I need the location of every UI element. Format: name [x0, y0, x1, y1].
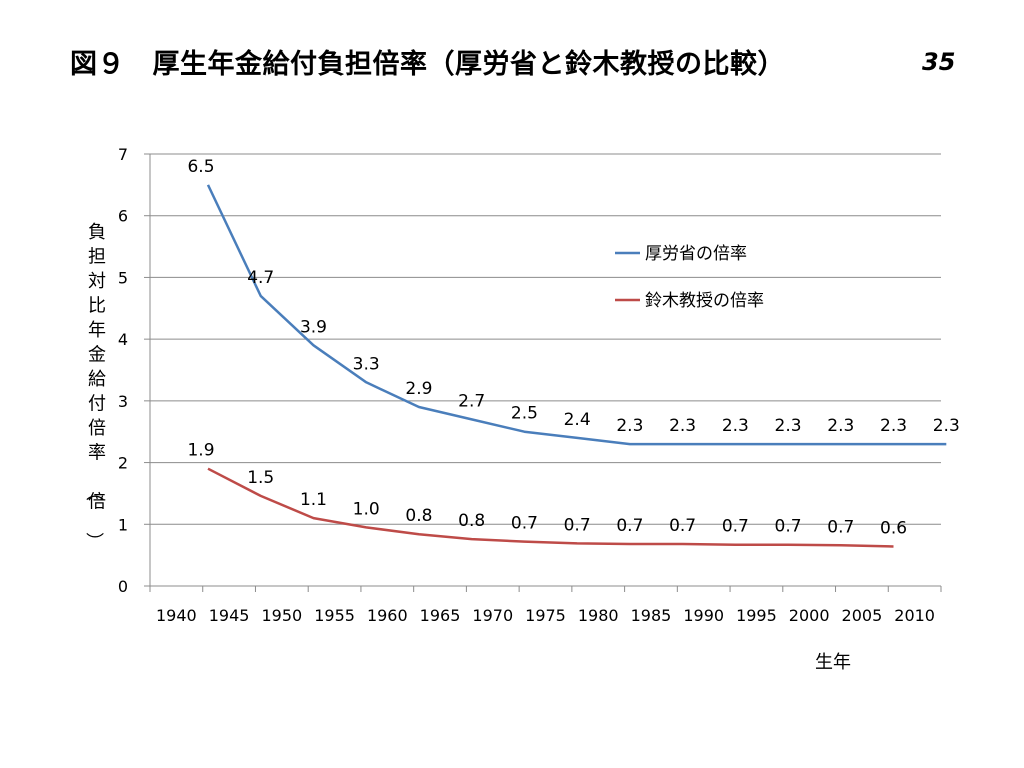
y-tick-label: 5: [118, 268, 128, 287]
data-label: 2.3: [775, 416, 802, 436]
data-label: 2.3: [669, 416, 696, 436]
y-tick-label: 6: [118, 207, 128, 226]
data-label: 2.4: [564, 410, 591, 430]
data-label: 2.3: [880, 416, 907, 436]
gridlines: [150, 153, 941, 525]
x-tick-label: 2000: [789, 606, 830, 625]
data-label: 2.3: [616, 416, 643, 436]
y-tick-label: 3: [118, 392, 128, 411]
data-label: 0.8: [405, 506, 432, 526]
x-tick-label: 1955: [314, 606, 355, 625]
data-label: 2.3: [933, 416, 960, 436]
y-tick-label: 2: [118, 454, 128, 473]
legend-label-1: 厚労省の倍率: [645, 244, 747, 264]
data-label: 2.9: [405, 379, 432, 399]
y-tick-label: 1: [118, 515, 128, 534]
x-tick-label: 2005: [842, 606, 883, 625]
y-tick-label: 4: [118, 330, 128, 349]
x-tick-label: 1965: [420, 606, 461, 625]
series-lines: [206, 184, 947, 548]
data-label: 2.3: [722, 416, 749, 436]
x-tick-label: 1990: [683, 606, 724, 625]
series-line-1: [206, 184, 947, 446]
y-axis-title: 負担対比年金給付倍率（倍）: [83, 222, 106, 550]
data-label: 0.7: [564, 515, 591, 535]
series-line-2: [207, 467, 894, 548]
data-label: 0.7: [722, 517, 749, 537]
data-label: 6.5: [187, 157, 214, 177]
data-label: 3.3: [353, 354, 380, 374]
data-labels: 6.5 4.7 3.9 3.3 2.9 2.7 2.5 2.4 2.3 2.3 2.3 2.3 2.3 2…: [187, 157, 959, 539]
data-label: 1.9: [187, 441, 214, 461]
x-tick-label: 1945: [209, 606, 250, 625]
x-tick-label: 1970: [472, 606, 513, 625]
x-axis-title: 生年: [815, 652, 851, 673]
data-label: 1.0: [353, 499, 380, 519]
x-tick-label: 1960: [367, 606, 408, 625]
data-label: 0.7: [511, 514, 538, 534]
legend-label-2: 鈴木教授の倍率: [645, 291, 764, 311]
data-label: 2.5: [511, 404, 538, 424]
x-tick-label: 1980: [578, 606, 619, 625]
data-label: 0.8: [458, 511, 485, 531]
data-label: 0.7: [669, 516, 696, 536]
data-label: 3.9: [300, 317, 327, 337]
y-tick-label: 7: [118, 145, 128, 164]
x-tick-label: 1975: [525, 606, 566, 625]
data-label: 4.7: [247, 268, 274, 288]
x-tick-label: 1950: [261, 606, 302, 625]
axis-titles: 生年 負担対比年金給付倍率（倍）: [83, 222, 851, 673]
x-tick-label: 1940: [156, 606, 197, 625]
data-label: 1.1: [300, 490, 327, 510]
page-number: 35: [922, 48, 956, 76]
x-tick-label: 1985: [631, 606, 672, 625]
x-tick-label: 1995: [736, 606, 777, 625]
data-label: 0.7: [775, 517, 802, 537]
data-label: 0.6: [880, 519, 907, 539]
data-label: 2.7: [458, 391, 485, 411]
data-label: 2.3: [827, 416, 854, 436]
y-tick-label: 0: [118, 577, 128, 596]
axes: 0 1 2 3 4 5 6 7 1940 1945 1950 1955 1960 1965 1970 1975…: [118, 145, 942, 625]
data-label: 1.5: [247, 468, 274, 488]
slide-title: 図９ 厚生年金給付負担倍率（厚労省と鈴木教授の比較）: [70, 49, 785, 80]
data-label: 0.7: [827, 517, 854, 537]
data-label: 0.7: [616, 516, 643, 536]
x-tick-label: 2010: [894, 606, 935, 625]
